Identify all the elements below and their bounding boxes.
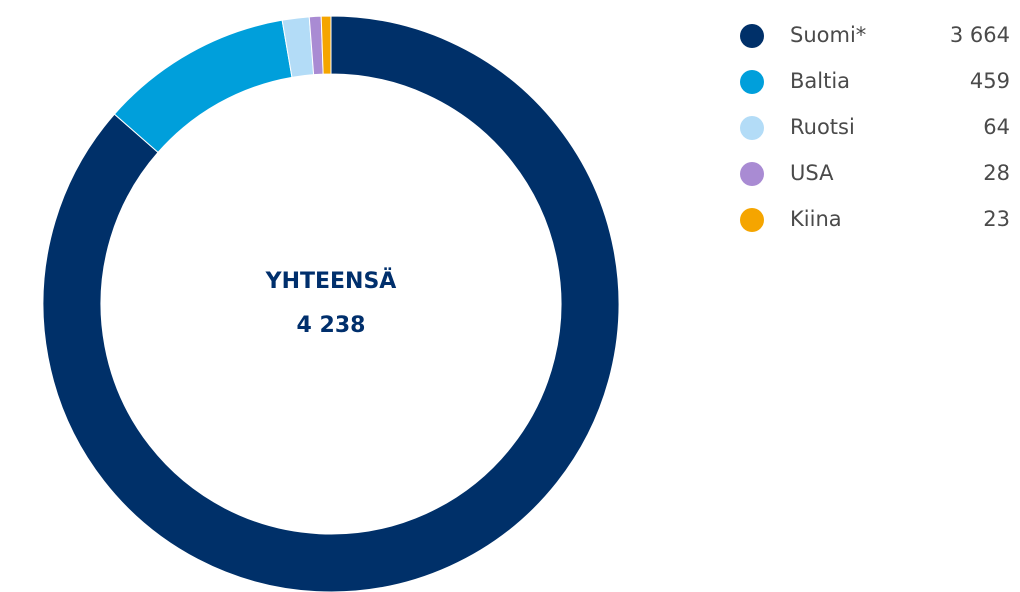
legend-value: 64 <box>983 115 1010 139</box>
legend-label: Ruotsi <box>790 115 855 139</box>
legend-label: Kiina <box>790 207 842 231</box>
legend-value: 3 664 <box>950 23 1010 47</box>
legend-swatch <box>740 208 764 232</box>
donut-segment <box>42 15 620 592</box>
legend-swatch <box>740 24 764 48</box>
center-label: YHTEENSÄ <box>265 268 397 294</box>
total-label: 4 238 <box>297 313 366 338</box>
legend-label: USA <box>790 161 834 185</box>
legend-value: 459 <box>970 69 1010 93</box>
legend-swatch <box>740 70 764 94</box>
donut-segment <box>113 19 293 154</box>
legend-swatch <box>740 162 764 186</box>
legend-swatch <box>740 116 764 140</box>
legend-label: Suomi* <box>790 23 866 47</box>
legend-value: 23 <box>983 207 1010 231</box>
donut-segment <box>320 15 332 75</box>
legend-label: Baltia <box>790 69 850 93</box>
legend-value: 28 <box>983 161 1010 185</box>
